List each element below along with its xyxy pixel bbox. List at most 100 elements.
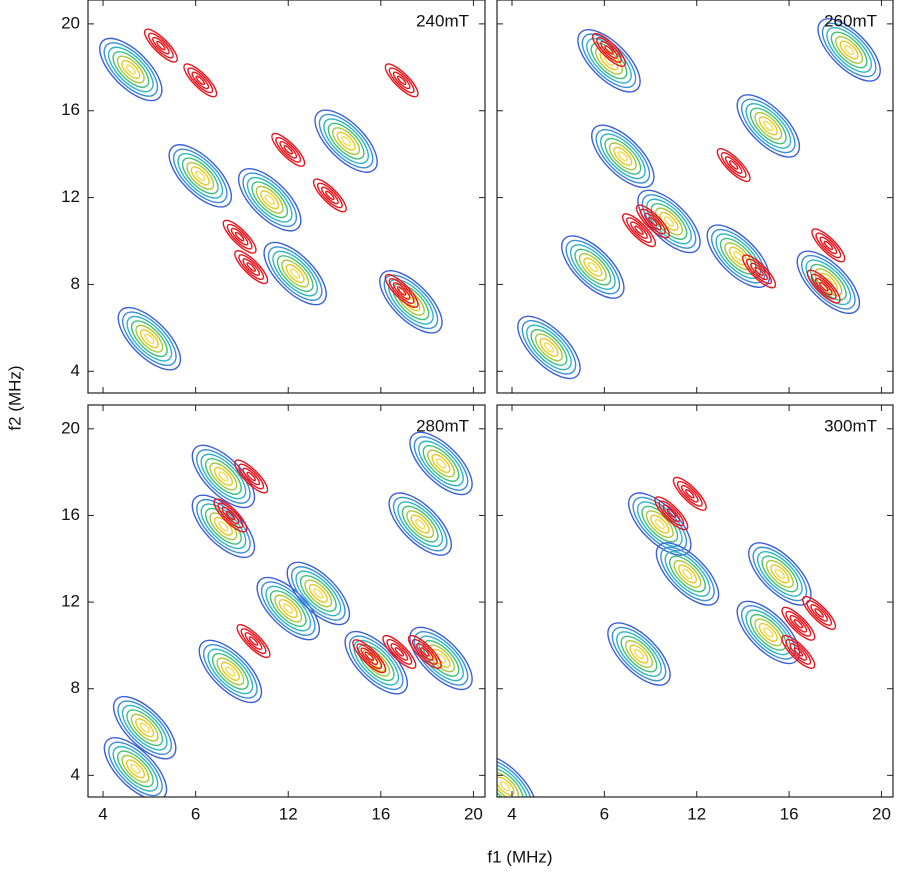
- contour-ring: [200, 503, 247, 550]
- contour-ring: [130, 763, 141, 774]
- contour-ring: [181, 157, 219, 195]
- contour-ring: [291, 566, 346, 621]
- peak-contour: [716, 147, 751, 183]
- contour-ring: [818, 281, 829, 292]
- peak-contour: [811, 228, 846, 263]
- peak-contour: [234, 250, 269, 285]
- contour-ring: [616, 631, 662, 677]
- contour-ring: [383, 274, 439, 330]
- peak-contour: [143, 28, 178, 63]
- contour-ring: [669, 555, 706, 593]
- contour-ring: [126, 315, 173, 362]
- contour-ring: [117, 700, 172, 755]
- x-tick-label: 4: [507, 804, 516, 823]
- contour-ring: [274, 594, 303, 623]
- contour-ring: [265, 585, 312, 632]
- y-tick-label: 12: [61, 592, 80, 611]
- contour-ring: [348, 635, 404, 691]
- peak-contour: [263, 241, 327, 306]
- contour-ring: [630, 221, 648, 240]
- contour-ring: [806, 599, 833, 626]
- x-tick-label: 12: [687, 804, 706, 823]
- contour-ring: [757, 551, 803, 597]
- contour-ring: [641, 194, 697, 249]
- contour-ring: [761, 555, 799, 593]
- contour-ring: [530, 328, 568, 366]
- contour-ring: [565, 239, 621, 295]
- contour-ring: [574, 248, 612, 286]
- contour-ring: [313, 588, 324, 599]
- contour-ring: [662, 504, 681, 523]
- contour-ring: [401, 505, 439, 543]
- peak-contour: [635, 204, 670, 239]
- contour-ring: [364, 651, 375, 662]
- peak-contour: [591, 32, 627, 67]
- y-tick-label: 20: [61, 418, 80, 437]
- contour-ring: [139, 722, 150, 733]
- contour-ring: [218, 471, 229, 482]
- contour-ring: [578, 253, 607, 282]
- peak-contour: [312, 178, 347, 213]
- contour-ring: [196, 449, 251, 504]
- contour-ring: [267, 246, 323, 301]
- peak-contour: [781, 606, 816, 641]
- x-tick-label: 6: [600, 804, 609, 823]
- contour-ring: [648, 216, 658, 227]
- contour-ring: [728, 160, 739, 170]
- contour-ring: [121, 59, 141, 80]
- contour-ring: [246, 471, 256, 482]
- contour-ring: [654, 518, 665, 530]
- peak-contour: [183, 63, 218, 98]
- contour-ring: [569, 244, 616, 290]
- contour-ring: [650, 514, 670, 534]
- contour-ring: [411, 638, 438, 665]
- contour-ring: [246, 262, 256, 272]
- contour-ring: [156, 40, 166, 51]
- contour-ring: [246, 176, 293, 223]
- peak-contour: [117, 307, 182, 371]
- peak-contour: [607, 622, 671, 686]
- peak-contour: [817, 18, 881, 82]
- panel-annotation: 300mT: [824, 416, 877, 435]
- contour-ring: [139, 329, 159, 349]
- contour-ring: [720, 152, 747, 178]
- contour-ring: [497, 758, 533, 797]
- contour-ring: [418, 440, 464, 487]
- contour-ring: [130, 713, 159, 742]
- contour-ring: [392, 496, 448, 552]
- contour-ring: [413, 436, 469, 491]
- contour-ring: [283, 603, 294, 614]
- contour-ring: [290, 268, 301, 279]
- contour-ring: [230, 227, 249, 246]
- contour-ring: [826, 27, 872, 73]
- peak-contour: [736, 94, 801, 158]
- contour-ring: [600, 41, 618, 59]
- contour-ring: [190, 166, 210, 186]
- contour-ring: [122, 311, 177, 367]
- contour-ring: [107, 46, 154, 93]
- contour-ring: [394, 647, 405, 657]
- contour-ring: [660, 546, 715, 602]
- contour-ring: [754, 618, 783, 647]
- contour-ring: [763, 627, 774, 638]
- y-axis-label: f2 (MHz): [5, 365, 24, 430]
- contour-ring: [112, 745, 159, 792]
- contour-ring: [420, 647, 430, 657]
- contour-ring: [186, 161, 215, 190]
- peak-contour: [222, 219, 257, 254]
- peak-contour: [234, 459, 269, 494]
- contour-ring: [327, 122, 365, 160]
- contour-ring: [823, 240, 834, 251]
- peak-contour: [409, 431, 473, 496]
- peak-contour: [621, 213, 657, 248]
- contour-ring: [195, 75, 206, 86]
- contour-ring: [121, 704, 168, 751]
- contour-ring: [750, 262, 768, 281]
- contour-ring: [810, 273, 837, 300]
- peak-contour: [99, 37, 163, 102]
- contour-ring: [633, 648, 645, 660]
- contour-ring: [415, 518, 426, 530]
- peak-contour: [271, 132, 306, 167]
- contour-ring: [392, 71, 411, 90]
